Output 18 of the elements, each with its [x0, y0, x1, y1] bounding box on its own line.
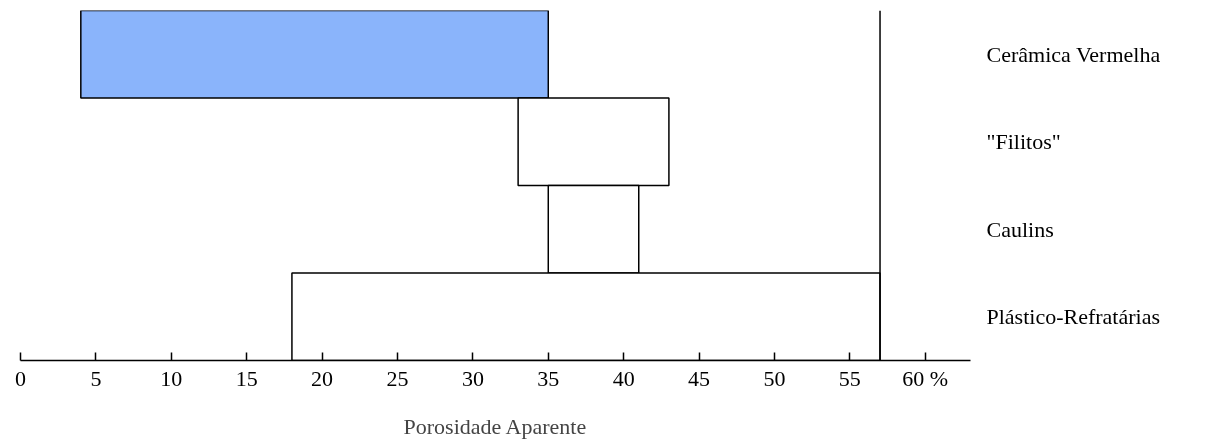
x-tick-label: 30 [461, 365, 484, 391]
x-tick-label: 0 [15, 365, 26, 391]
x-tick-label: 50 [763, 365, 786, 391]
x-tick-label: 40 [612, 365, 635, 391]
x-tick-label: 60 % [902, 365, 949, 391]
x-tick-label: 35 [537, 365, 560, 391]
y-tick-label: Cerâmica Vermelha [986, 41, 1161, 67]
x-tick-label: 25 [386, 365, 409, 391]
x-tick-label: 10 [160, 365, 183, 391]
y-tick-label: Caulins [986, 216, 1054, 242]
x-tick-label: 55 [838, 365, 861, 391]
y-tick-label: Plástico-Refratárias [986, 304, 1160, 330]
x-tick-label: 5 [90, 365, 102, 391]
x-tick-label: 45 [688, 365, 711, 391]
x-tick-label: 15 [235, 365, 258, 391]
x-axis-title: Porosidade Aparente [403, 413, 587, 439]
x-tick-label: 20 [311, 365, 334, 391]
y-tick-label: "Filitos" [986, 129, 1061, 155]
